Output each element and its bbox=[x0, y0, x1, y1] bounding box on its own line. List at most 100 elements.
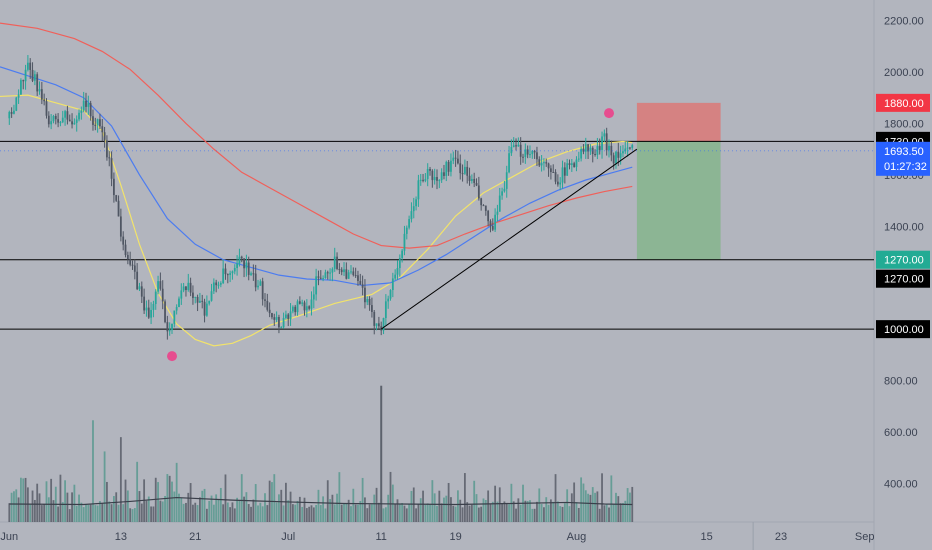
candle-body bbox=[185, 286, 187, 290]
x-tick-label: 13 bbox=[115, 531, 127, 543]
candle-body bbox=[52, 116, 55, 122]
candle-body bbox=[59, 122, 62, 124]
candle-body bbox=[610, 145, 613, 156]
candle-body bbox=[503, 188, 506, 192]
volume-bar bbox=[75, 505, 78, 522]
candle-body bbox=[371, 305, 373, 312]
volume-bar bbox=[196, 505, 199, 522]
candle-body bbox=[317, 276, 320, 278]
volume-bar bbox=[570, 493, 573, 522]
candle-body bbox=[422, 179, 424, 181]
x-tick-label: Aug bbox=[567, 531, 587, 543]
candle-body bbox=[29, 62, 32, 70]
candle-body bbox=[389, 290, 392, 299]
volume-bar bbox=[78, 494, 80, 522]
volume-bar bbox=[233, 508, 236, 522]
volume-bar bbox=[382, 508, 385, 522]
candle-body bbox=[631, 145, 634, 148]
candle-body bbox=[343, 269, 345, 273]
volume-bar bbox=[282, 505, 285, 522]
candle-body bbox=[154, 291, 157, 305]
volume-bar bbox=[59, 474, 62, 522]
candle-body bbox=[61, 117, 64, 123]
volume-bar bbox=[312, 507, 315, 522]
signal-marker bbox=[167, 351, 178, 362]
candle-body bbox=[43, 99, 46, 102]
candle-body bbox=[106, 140, 108, 158]
volume-bar bbox=[171, 481, 173, 522]
candle-body bbox=[605, 133, 608, 151]
volume-bar bbox=[15, 489, 18, 522]
current-price-badge bbox=[876, 141, 930, 176]
candle-body bbox=[491, 226, 494, 230]
price-axis-badge bbox=[876, 320, 930, 339]
candle-body bbox=[622, 151, 624, 154]
candle-body bbox=[54, 116, 57, 120]
volume-bar bbox=[20, 477, 22, 522]
candle-body bbox=[268, 309, 271, 314]
volume-bar bbox=[410, 490, 413, 522]
candle-body bbox=[484, 205, 487, 211]
volume-bar bbox=[145, 500, 148, 522]
candle-body bbox=[494, 214, 497, 230]
volume-bar bbox=[217, 499, 220, 522]
volume-bar bbox=[338, 472, 341, 522]
candle-body bbox=[594, 153, 596, 155]
volume-bar bbox=[391, 484, 394, 522]
volume-bar bbox=[594, 492, 596, 522]
volume-bar bbox=[17, 497, 20, 522]
candle-body bbox=[180, 290, 183, 299]
volume-bar bbox=[615, 492, 617, 522]
volume-bar bbox=[266, 505, 269, 522]
candle-body bbox=[336, 256, 338, 269]
candle-body bbox=[566, 163, 569, 176]
volume-bar bbox=[194, 502, 197, 522]
volume-bar bbox=[175, 462, 178, 522]
candle-body bbox=[533, 150, 536, 153]
volume-bar bbox=[301, 506, 304, 522]
candle-body bbox=[608, 145, 610, 151]
candle-body bbox=[26, 62, 29, 70]
candle-body bbox=[17, 94, 20, 98]
candle-body bbox=[329, 272, 331, 274]
candle-body bbox=[394, 274, 397, 279]
candle-body bbox=[296, 301, 299, 313]
volume-bar bbox=[580, 477, 583, 522]
volume-bar bbox=[319, 505, 322, 522]
volume-bar bbox=[343, 503, 345, 522]
volume-bar bbox=[24, 477, 27, 522]
volume-bar bbox=[101, 503, 104, 522]
volume-bar bbox=[438, 490, 441, 522]
volume-bar bbox=[45, 481, 48, 522]
candle-body bbox=[117, 200, 120, 217]
volume-bars bbox=[8, 385, 634, 522]
volume-bar bbox=[57, 506, 60, 522]
candle-body bbox=[303, 302, 306, 311]
candle-body bbox=[575, 159, 578, 168]
volume-bar bbox=[264, 493, 266, 522]
candle-body bbox=[138, 286, 141, 290]
candle-body bbox=[333, 256, 336, 269]
candle-body bbox=[66, 111, 69, 120]
volume-bar bbox=[526, 500, 529, 522]
candle-body bbox=[278, 317, 280, 328]
candle-body bbox=[505, 172, 508, 189]
candle-body bbox=[424, 179, 427, 181]
candle-body bbox=[403, 233, 406, 251]
candle-body bbox=[619, 153, 622, 158]
volume-bar bbox=[340, 504, 343, 522]
volume-bar bbox=[619, 503, 622, 522]
volume-bar bbox=[622, 502, 624, 522]
volume-bar bbox=[138, 491, 141, 522]
candle-body bbox=[50, 121, 53, 125]
volume-bar bbox=[473, 480, 476, 522]
candle-body bbox=[194, 296, 197, 298]
candle-body bbox=[615, 151, 617, 164]
candle-body bbox=[233, 268, 236, 272]
volume-bar bbox=[398, 503, 401, 522]
candle-body bbox=[282, 317, 285, 328]
volume-bar bbox=[596, 491, 599, 522]
candle-body bbox=[259, 281, 262, 286]
volume-bar bbox=[415, 508, 417, 522]
